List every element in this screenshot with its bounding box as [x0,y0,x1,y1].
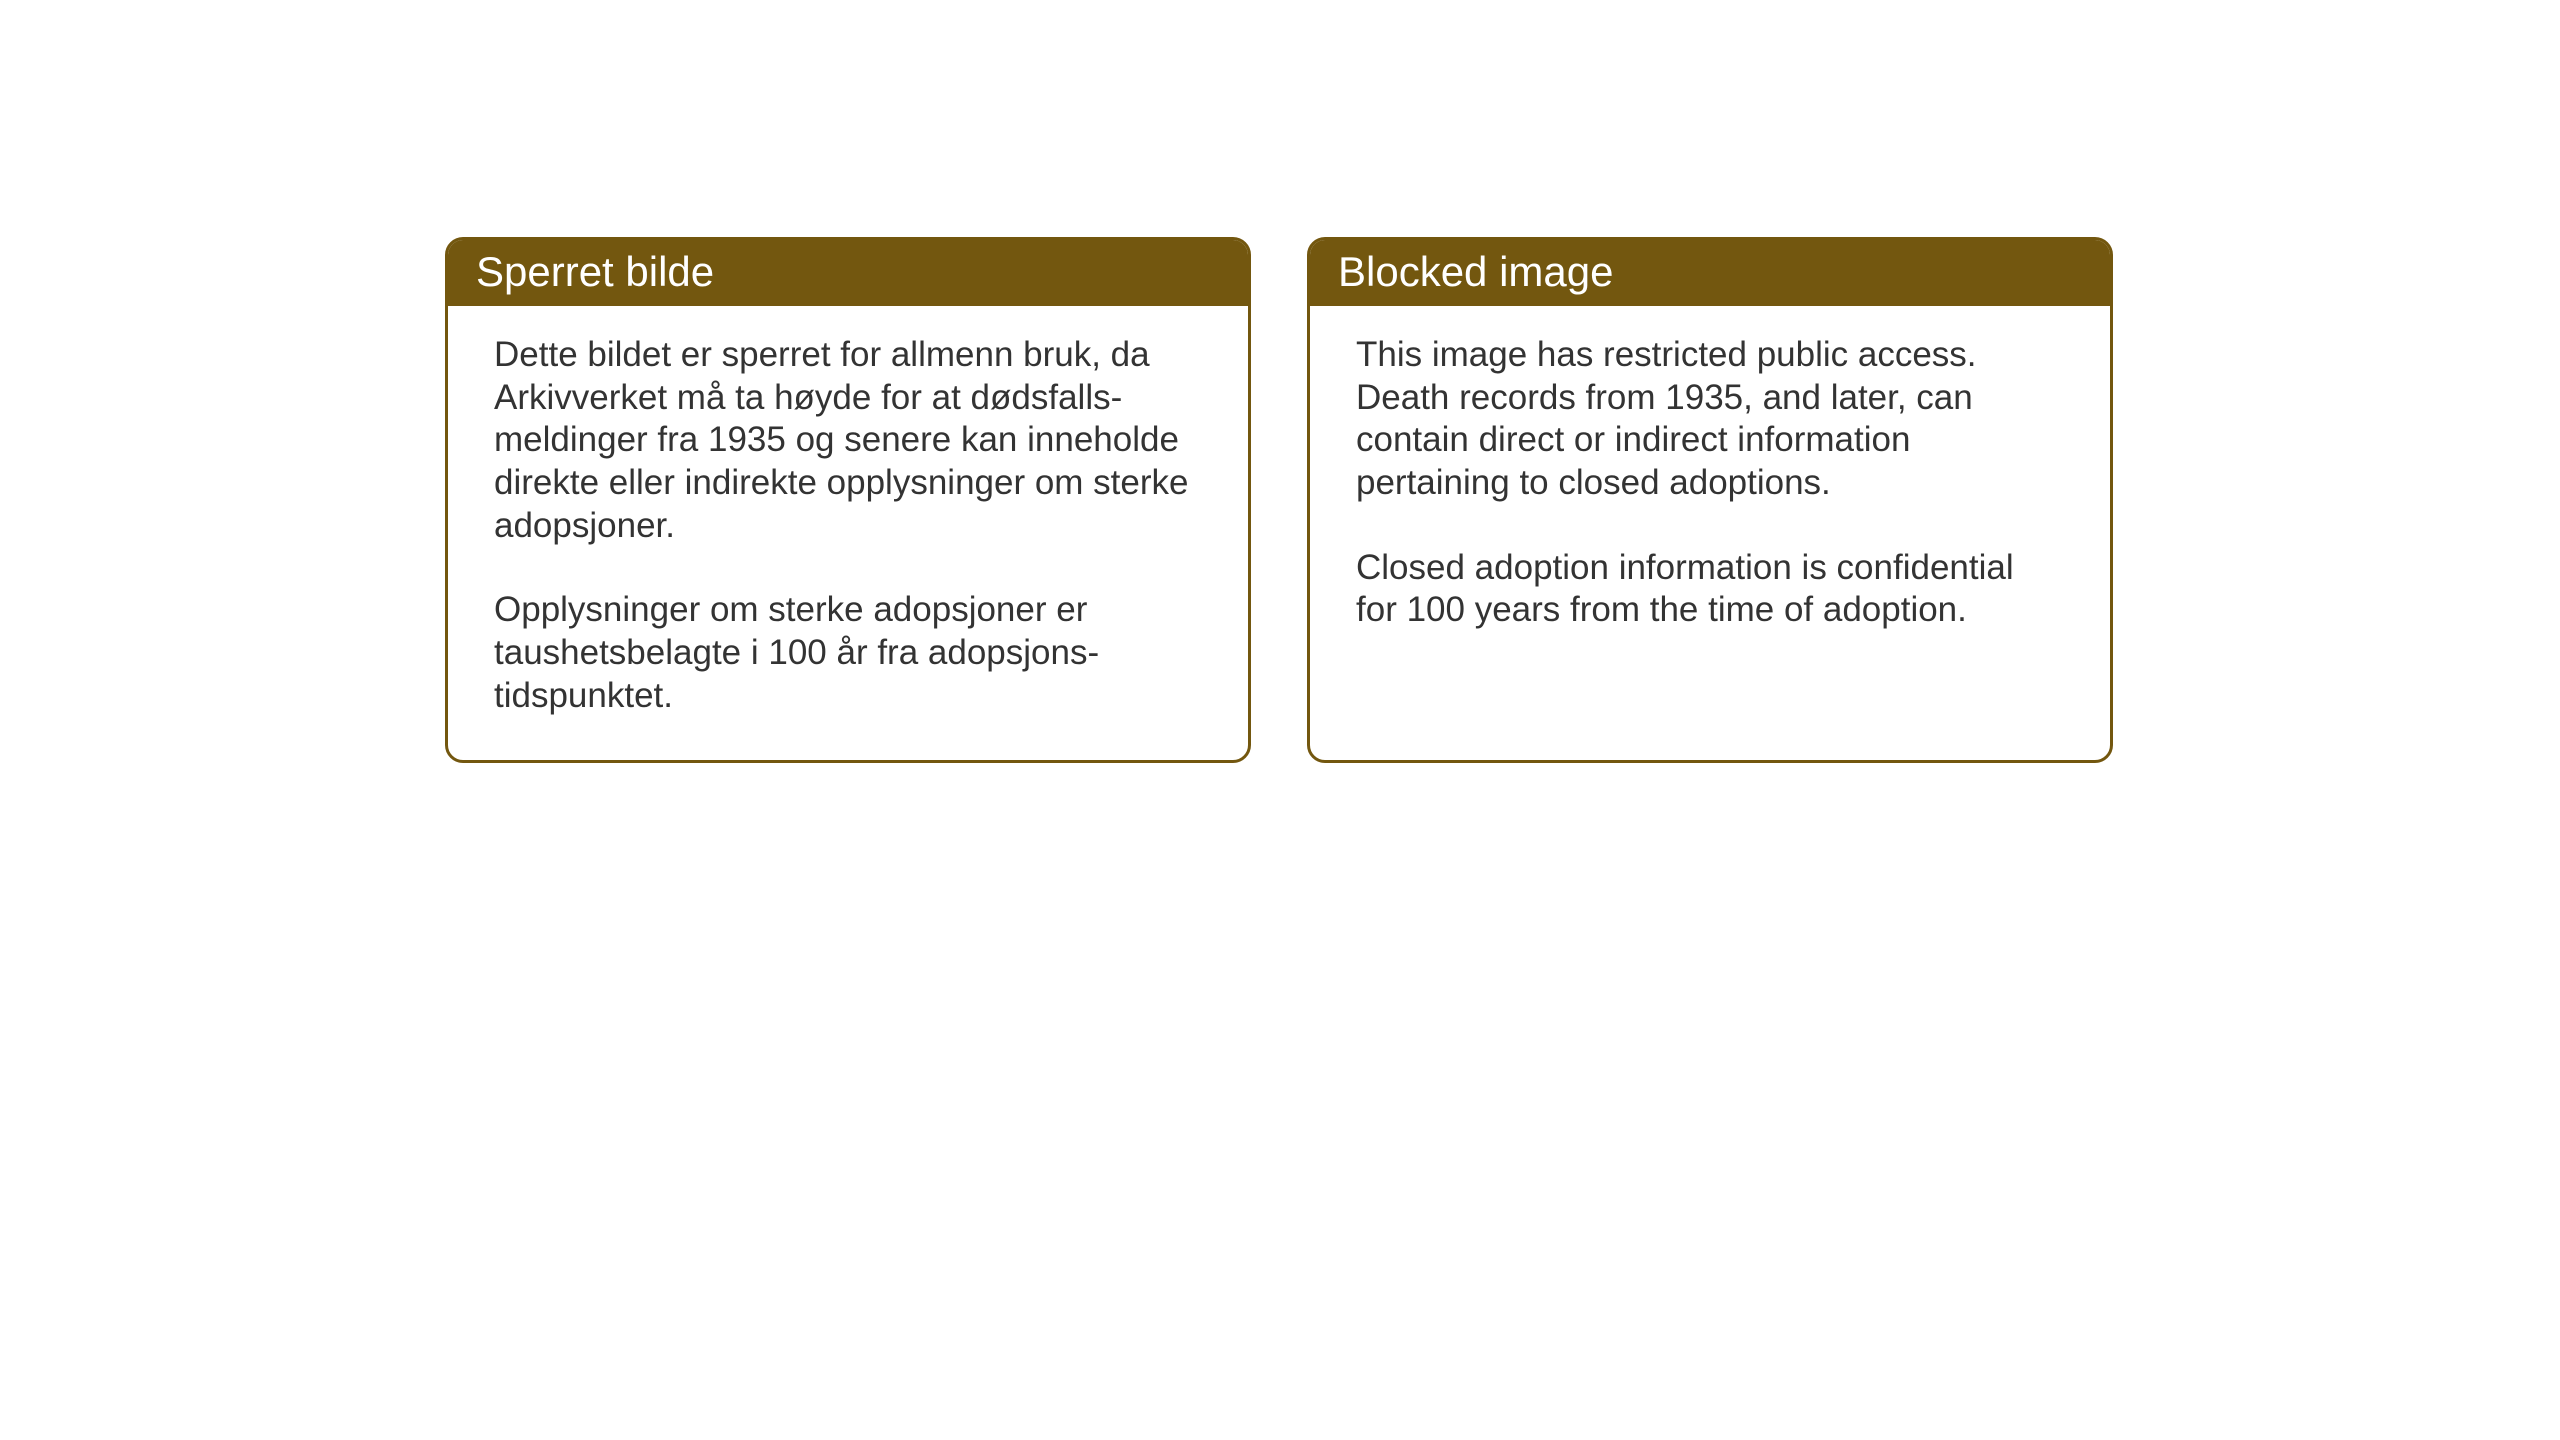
cards-container: Sperret bilde Dette bildet er sperret fo… [445,237,2113,763]
card-body-english: This image has restricted public access.… [1310,306,2110,674]
card-norwegian: Sperret bilde Dette bildet er sperret fo… [445,237,1251,763]
paragraph-norwegian-1: Dette bildet er sperret for allmenn bruk… [494,334,1202,547]
card-english: Blocked image This image has restricted … [1307,237,2113,763]
card-body-norwegian: Dette bildet er sperret for allmenn bruk… [448,306,1248,760]
card-header-norwegian: Sperret bilde [448,240,1248,306]
paragraph-english-2: Closed adoption information is confident… [1356,547,2064,632]
card-header-english: Blocked image [1310,240,2110,306]
paragraph-english-1: This image has restricted public access.… [1356,334,2064,505]
paragraph-norwegian-2: Opplysninger om sterke adopsjoner er tau… [494,589,1202,717]
card-title-english: Blocked image [1338,248,2082,296]
card-title-norwegian: Sperret bilde [476,248,1220,296]
